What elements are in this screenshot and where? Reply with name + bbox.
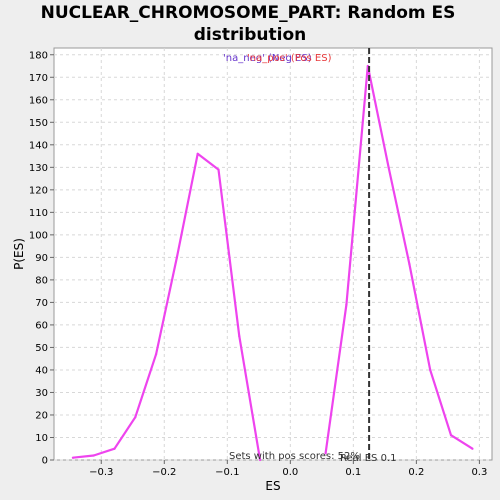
real-es-label: Real ES 0.1 (340, 453, 396, 464)
y-tick-label: 180 (29, 50, 48, 61)
data-point (471, 447, 474, 450)
chart-title-continued: distribution (194, 25, 306, 45)
legend-entry-pos: 'na_pos' (Pos ES) (247, 53, 332, 64)
y-tick-label: 70 (35, 298, 48, 309)
y-tick-label: 100 (29, 230, 48, 241)
data-point (449, 434, 453, 437)
x-tick-label: 0.1 (345, 467, 361, 478)
y-tick-label: 40 (35, 365, 48, 376)
data-point (154, 353, 158, 356)
x-axis-label: ES (265, 479, 280, 493)
x-tick-label: 0.0 (282, 467, 298, 478)
data-point (134, 416, 137, 419)
series-line-1 (324, 64, 474, 454)
data-point (71, 456, 75, 459)
x-tick-label: 0.3 (471, 467, 487, 478)
x-tick-label: −0.1 (215, 467, 239, 478)
data-point (387, 166, 390, 169)
x-tick-label: −0.3 (89, 467, 113, 478)
data-point (324, 452, 327, 455)
y-tick-label: 160 (29, 95, 48, 106)
y-tick-label: 140 (29, 140, 48, 151)
y-tick-label: 80 (35, 275, 48, 286)
x-tick-label: −0.2 (152, 467, 176, 478)
y-tick-label: 50 (35, 343, 48, 354)
y-tick-label: 90 (35, 253, 48, 264)
y-tick-label: 10 (35, 433, 48, 444)
y-tick-label: 120 (29, 185, 48, 196)
data-point (113, 447, 116, 450)
legend-entry-neg: 'na_neg' (Neg ES) (223, 53, 312, 64)
grid (54, 48, 492, 461)
data-point (196, 152, 199, 155)
y-tick-label: 150 (29, 118, 48, 129)
y-tick-label: 130 (29, 163, 48, 174)
series-line-0 (72, 152, 262, 461)
y-tick-label: 0 (42, 456, 48, 467)
pos-scores-annotation: Sets with pos scores: 52% (229, 451, 360, 462)
data-point (175, 256, 178, 259)
y-tick-label: 170 (29, 73, 48, 84)
data-point (238, 335, 241, 338)
series-lines (71, 64, 474, 462)
plot-area (53, 47, 493, 461)
y-tick-label: 20 (35, 410, 48, 421)
data-point (258, 458, 262, 462)
data-point (217, 168, 220, 171)
data-point (345, 303, 348, 306)
y-axis-label: P(ES) (12, 238, 26, 270)
y-tick-label: 110 (29, 208, 48, 219)
chart-title: NUCLEAR_CHROMOSOME_PART: Random ES (41, 3, 456, 23)
axis-ticks: 0 10 20 30 40 50 60 70 80 90 100 110 120 130 140 150 160… (29, 50, 487, 478)
x-tick-label: 0.2 (408, 467, 424, 478)
data-point (429, 368, 432, 372)
y-tick-label: 60 (35, 320, 48, 331)
y-tick-label: 30 (35, 388, 48, 399)
data-point (92, 454, 95, 457)
data-point (408, 263, 411, 266)
